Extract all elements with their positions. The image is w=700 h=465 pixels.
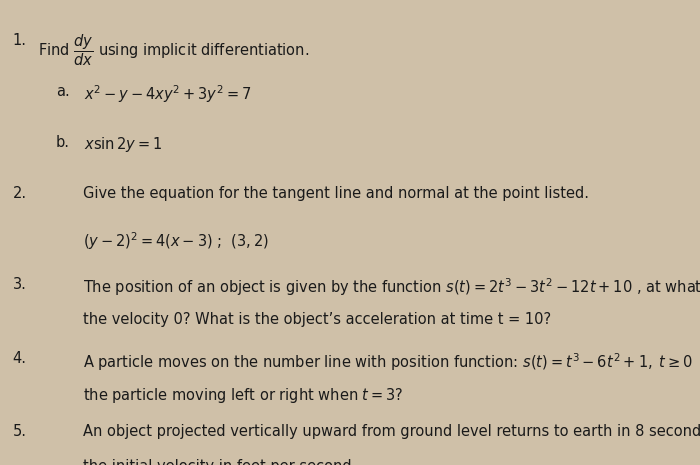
Text: 5.: 5. [13, 424, 27, 439]
Text: An object projected vertically upward from ground level returns to earth in 8 se: An object projected vertically upward fr… [83, 424, 700, 439]
Text: the initial velocity in feet per second.: the initial velocity in feet per second. [83, 459, 356, 465]
Text: $x\sin 2y = 1$: $x\sin 2y = 1$ [84, 135, 162, 154]
Text: 1.: 1. [13, 33, 27, 47]
Text: 2.: 2. [13, 186, 27, 201]
Text: a.: a. [56, 84, 70, 99]
Text: 4.: 4. [13, 351, 27, 366]
Text: Find $\dfrac{dy}{dx}$ using implicit differentiation.: Find $\dfrac{dy}{dx}$ using implicit dif… [38, 33, 310, 68]
Text: Give the equation for the tangent line and normal at the point listed.: Give the equation for the tangent line a… [83, 186, 589, 201]
Text: the particle moving left or right when $t = 3$?: the particle moving left or right when $… [83, 386, 403, 405]
Text: The position of an object is given by the function $s(t) = 2t^3 - 3t^2 - 12t + 1: The position of an object is given by th… [83, 277, 700, 299]
Text: b.: b. [56, 135, 70, 150]
Text: A particle moves on the number line with position function: $s(t) = t^3 - 6t^2 +: A particle moves on the number line with… [83, 351, 700, 373]
Text: the velocity 0? What is the object’s acceleration at time t = 10?: the velocity 0? What is the object’s acc… [83, 312, 551, 326]
Text: 3.: 3. [13, 277, 27, 292]
Text: $(y-2)^2 = 4(x-3)$ ;  $(3, 2)$: $(y-2)^2 = 4(x-3)$ ; $(3, 2)$ [83, 230, 269, 252]
Text: $x^2 - y - 4xy^2 + 3y^2 = 7$: $x^2 - y - 4xy^2 + 3y^2 = 7$ [84, 84, 251, 106]
